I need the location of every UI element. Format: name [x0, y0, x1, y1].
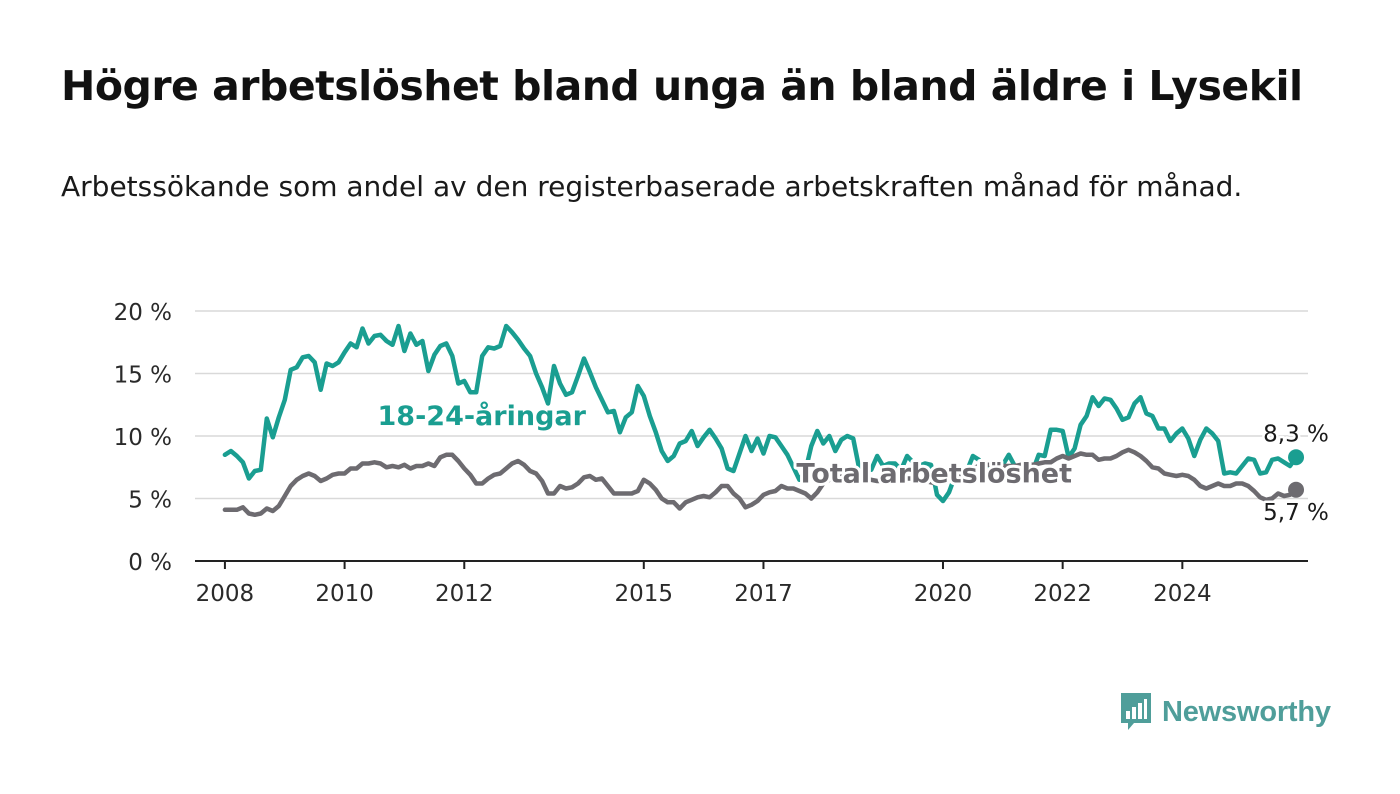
brand-name: Newsworthy — [1162, 695, 1331, 728]
y-tick-label: 5 % — [128, 488, 172, 514]
x-tick-label: 2017 — [734, 581, 793, 607]
series-name-label: 18-24-åringar — [378, 400, 587, 432]
series-name-label: Total arbetslöshet — [796, 458, 1072, 489]
series-line — [222, 447, 1299, 518]
y-tick-label: 20 % — [114, 300, 172, 326]
series-end-label: 5,7 % — [1263, 500, 1329, 526]
x-tick-label: 2008 — [196, 581, 255, 607]
x-tick-label: 2024 — [1153, 581, 1212, 607]
chart-title: Högre arbetslöshet bland unga än bland ä… — [61, 62, 1303, 110]
brand-logo: Newsworthy — [1118, 690, 1331, 734]
series-lines — [222, 323, 1305, 518]
series-end-dot — [1288, 449, 1305, 466]
series-labels: 8,3 % 5,7 % 18-24-åringar Total arbetslöshe… — [375, 397, 1332, 529]
y-tick-label: 10 % — [114, 425, 172, 451]
grid-lines — [195, 310, 1308, 500]
x-tick-label: 2020 — [914, 581, 973, 607]
x-tick-label: 2015 — [615, 581, 674, 607]
x-tick-label: 2012 — [435, 581, 494, 607]
chart-subtitle: Arbetssökande som andel av den registerb… — [61, 170, 1243, 203]
y-tick-label: 0 % — [128, 550, 172, 576]
y-axis-tick-labels: 0 % 5 % 10 % 15 % 20 % — [114, 300, 172, 576]
x-axis: 2008 2010 2012 2015 2017 2020 2022 2024 — [195, 560, 1308, 607]
series-end-label: 8,3 % — [1263, 421, 1329, 447]
y-tick-label: 15 % — [114, 363, 172, 389]
x-tick-label: 2010 — [315, 581, 374, 607]
x-tick-label: 2022 — [1033, 581, 1092, 607]
newsworthy-logo-icon — [1121, 693, 1151, 730]
series-end-dot — [1288, 481, 1305, 498]
series-line — [222, 323, 1299, 504]
